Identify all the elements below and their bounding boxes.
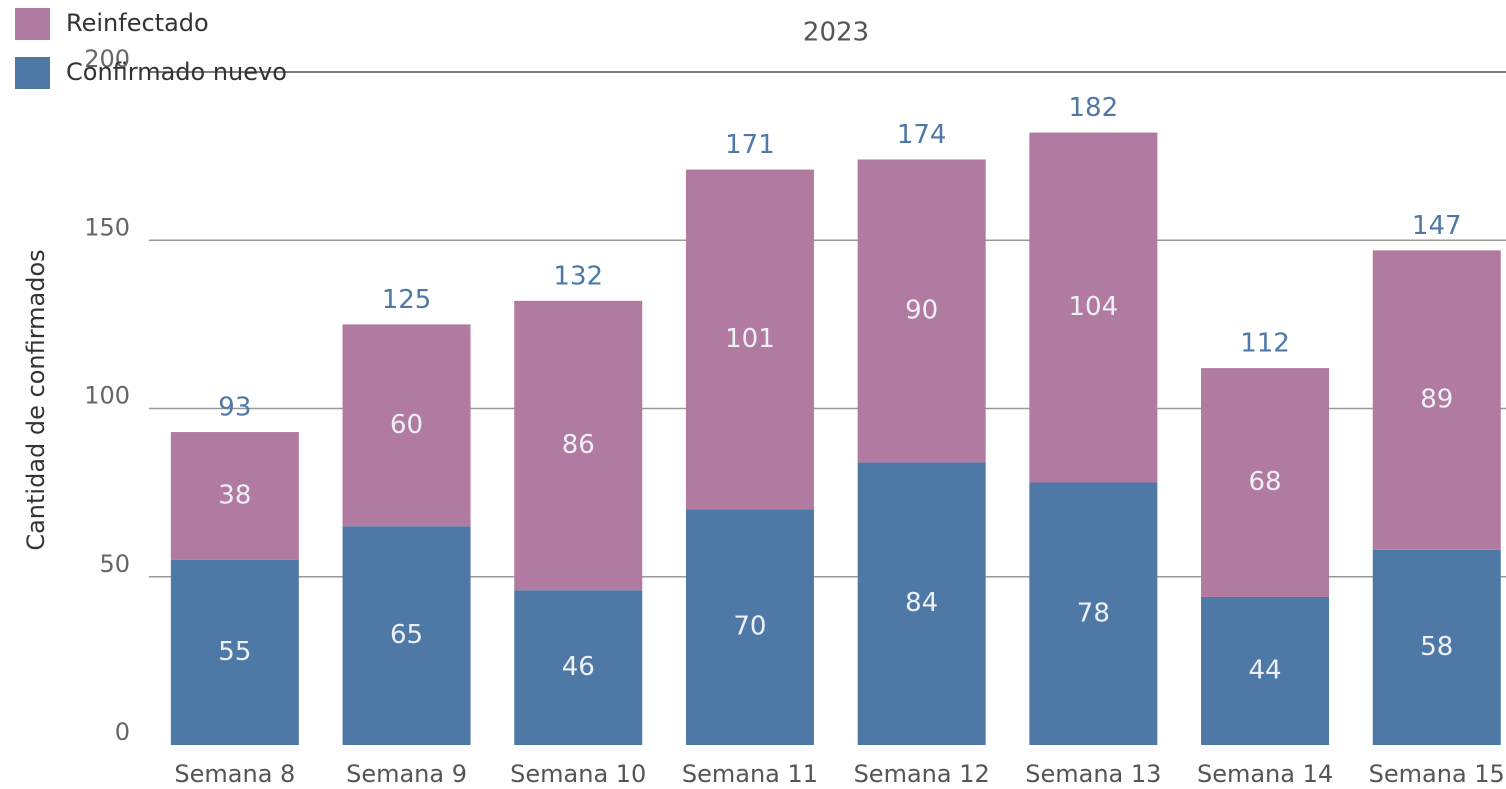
- x-tick-label: Semana 12: [854, 760, 990, 788]
- segment-label: 58: [1420, 632, 1453, 662]
- x-tick-label: Semana 9: [346, 760, 467, 788]
- x-tick-label: Semana 15: [1369, 760, 1505, 788]
- segment-label: 90: [905, 295, 938, 325]
- bar-segment: [514, 300, 643, 591]
- y-tick-label: 0: [115, 718, 130, 746]
- y-tick-label: 150: [84, 213, 130, 241]
- segment-label: 44: [1249, 655, 1282, 685]
- total-label: 112: [1240, 329, 1290, 359]
- segment-label: 86: [562, 430, 595, 460]
- legend-swatch: [15, 8, 50, 40]
- bar-segment: [1029, 132, 1158, 483]
- segment-label: 104: [1069, 292, 1119, 322]
- segment-label: 60: [390, 410, 423, 440]
- segment-label: 70: [733, 612, 766, 642]
- total-label: 147: [1412, 211, 1462, 241]
- segment-label: 78: [1077, 598, 1110, 628]
- bar-segment: [1372, 549, 1501, 745]
- segment-label: 46: [562, 652, 595, 682]
- segment-label: 55: [218, 637, 251, 667]
- total-label: 182: [1069, 93, 1119, 123]
- x-tick-label: Semana 11: [682, 760, 818, 788]
- bar-segment: [342, 526, 471, 745]
- x-tick-label: Semana 10: [510, 760, 646, 788]
- bar-segment: [1372, 250, 1501, 550]
- y-tick-label: 50: [99, 550, 130, 578]
- segment-label: 65: [390, 620, 423, 650]
- bar-segment: [857, 462, 986, 745]
- bar-segment: [685, 169, 814, 510]
- total-label: 125: [382, 285, 432, 315]
- total-label: 171: [725, 130, 775, 160]
- bar-segment: [1201, 368, 1330, 597]
- segment-label: 68: [1249, 467, 1282, 497]
- total-label: 93: [218, 393, 251, 423]
- bar-segment: [1029, 482, 1158, 745]
- x-tick-label: Semana 14: [1197, 760, 1333, 788]
- x-tick-label: Semana 8: [174, 760, 295, 788]
- x-tick-label: Semana 13: [1025, 760, 1161, 788]
- total-label: 174: [897, 120, 947, 150]
- legend-swatch: [15, 57, 50, 89]
- segment-label: 101: [725, 324, 775, 354]
- segment-label: 89: [1420, 385, 1453, 415]
- bar-segment: [685, 509, 814, 745]
- bar-segment: [170, 432, 299, 560]
- segment-label: 38: [218, 480, 251, 510]
- y-tick-label: 200: [84, 45, 130, 73]
- bar-segment: [857, 159, 986, 463]
- legend-label: Reinfectado: [66, 9, 209, 37]
- chart-subtitle: 2023: [803, 18, 869, 48]
- legend-label: Confirmado nuevo: [66, 58, 287, 86]
- segment-label: 84: [905, 588, 938, 618]
- bar-segment: [1201, 596, 1330, 745]
- total-label: 132: [553, 261, 603, 291]
- y-tick-label: 100: [84, 382, 130, 410]
- bar-segment: [170, 559, 299, 745]
- y-axis-label: Cantidad de confirmados: [22, 249, 50, 550]
- bar-segment: [514, 590, 643, 745]
- bar-segment: [342, 324, 471, 527]
